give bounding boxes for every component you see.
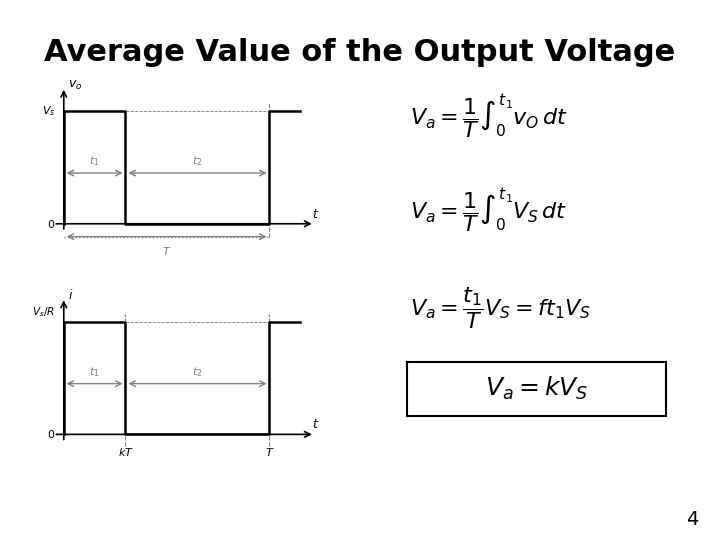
Text: $t$: $t$: [312, 418, 319, 431]
Text: Average Value of the Output Voltage: Average Value of the Output Voltage: [45, 38, 675, 67]
Text: $V_s$: $V_s$: [42, 104, 55, 118]
Text: 4: 4: [686, 510, 698, 529]
Text: $t$: $t$: [312, 207, 319, 220]
Text: $T$: $T$: [265, 446, 274, 457]
Text: $t_2$: $t_2$: [192, 154, 203, 168]
Text: $T$: $T$: [162, 245, 171, 256]
Text: $t_2$: $t_2$: [192, 365, 203, 379]
Text: $V_a = \dfrac{1}{T}\int_0^{t_1} v_O\,dt$: $V_a = \dfrac{1}{T}\int_0^{t_1} v_O\,dt$: [410, 92, 568, 140]
Text: $kT$: $kT$: [117, 446, 133, 457]
Text: $V_s/R$: $V_s/R$: [32, 305, 55, 319]
Text: $V_a = \dfrac{t_1}{T} V_S = ft_1 V_S$: $V_a = \dfrac{t_1}{T} V_S = ft_1 V_S$: [410, 285, 592, 330]
Text: $t_1$: $t_1$: [89, 365, 100, 379]
Text: $V_a = kV_S$: $V_a = kV_S$: [485, 375, 588, 402]
Text: $i$: $i$: [68, 288, 73, 302]
Text: $V_a = \dfrac{1}{T}\int_0^{t_1} V_S\,dt$: $V_a = \dfrac{1}{T}\int_0^{t_1} V_S\,dt$: [410, 186, 567, 235]
Text: $0$: $0$: [48, 218, 55, 230]
Text: $v_o$: $v_o$: [68, 79, 82, 92]
Text: $0$: $0$: [48, 428, 55, 440]
Text: $t_1$: $t_1$: [89, 154, 100, 168]
